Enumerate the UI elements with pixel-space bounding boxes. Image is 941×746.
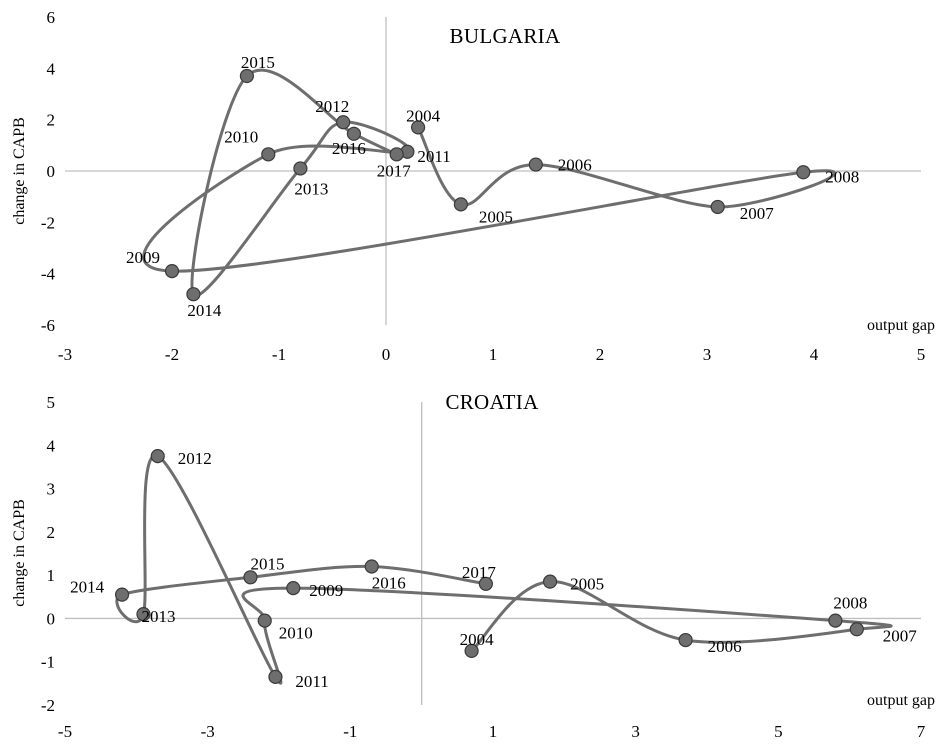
- data-point-2015: [243, 570, 258, 585]
- data-label-2007: 2007: [740, 204, 775, 223]
- y-tick-label: 1: [47, 566, 56, 585]
- y-tick-label: -6: [41, 316, 55, 335]
- chart-panel-bulgaria: 6 4 2 0 -2 -4 -6-3 -2 -1 0 1 2 3 4 5 output gap change i…: [11, 8, 935, 364]
- y-tick-label: 5: [47, 393, 56, 412]
- data-label-2016: 2016: [332, 139, 366, 158]
- y-tick-label: -2: [41, 213, 55, 232]
- chart-title: BULGARIA: [450, 24, 561, 48]
- y-tick-label: -4: [41, 265, 56, 284]
- data-point-2016: [364, 559, 379, 574]
- data-point-2007: [849, 622, 864, 637]
- data-point-2014: [114, 587, 130, 602]
- data-label-2012: 2012: [315, 97, 349, 116]
- data-point-2004: [411, 120, 426, 135]
- data-label-2010: 2010: [224, 127, 258, 146]
- x-tick-label: -2: [165, 345, 179, 364]
- data-label-2006: 2006: [558, 156, 592, 175]
- data-point-2015: [239, 68, 254, 84]
- x-tick-label: 5: [774, 722, 783, 741]
- data-label-2015: 2015: [250, 554, 284, 573]
- x-tick-label: 1: [489, 722, 498, 741]
- data-point-2009: [286, 581, 301, 596]
- data-label-2004: 2004: [406, 106, 441, 125]
- data-label-2017: 2017: [462, 563, 497, 582]
- x-tick-label: 1: [489, 345, 498, 364]
- x-tick-label: 7: [917, 722, 926, 741]
- data-label-2016: 2016: [372, 573, 406, 592]
- x-tick-label: -1: [343, 722, 357, 741]
- data-point-2012: [336, 115, 351, 130]
- data-label-2008: 2008: [825, 167, 859, 186]
- chart-title: CROATIA: [445, 390, 539, 414]
- data-point-2014: [186, 287, 201, 302]
- x-tick-label: 3: [703, 345, 712, 364]
- data-label-2015: 2015: [241, 53, 275, 72]
- y-tick-label: 6: [47, 8, 56, 27]
- data-point-2010: [261, 147, 276, 162]
- data-point-2009: [164, 264, 180, 279]
- data-point-2005: [453, 197, 468, 212]
- data-label-2011: 2011: [417, 147, 450, 166]
- x-tick-label: 0: [382, 345, 391, 364]
- data-point-2017: [389, 147, 404, 162]
- x-axis-title: output gap: [867, 317, 935, 334]
- data-label-2005: 2005: [479, 207, 513, 226]
- data-label-2004: 2004: [460, 630, 495, 649]
- data-point-2010: [257, 613, 272, 628]
- x-tick-label: -3: [201, 722, 215, 741]
- data-label-2013: 2013: [294, 179, 328, 198]
- data-label-2014: 2014: [187, 301, 222, 320]
- y-tick-label: -2: [41, 696, 55, 715]
- y-tick-label: 2: [47, 523, 56, 542]
- data-label-2009: 2009: [126, 248, 160, 267]
- data-point-2017: [478, 576, 493, 591]
- data-point-2004: [464, 643, 479, 658]
- data-label-2006: 2006: [708, 637, 742, 656]
- data-point-2016: [346, 126, 361, 141]
- data-point-2008: [828, 613, 843, 628]
- data-label-2011: 2011: [295, 672, 328, 691]
- x-axis-title: output gap: [867, 692, 935, 709]
- y-tick-label: 0: [47, 609, 56, 628]
- data-point-2011: [268, 669, 283, 684]
- x-tick-label: 5: [917, 345, 926, 364]
- y-tick-label: 2: [47, 111, 56, 130]
- y-tick-label: 3: [47, 480, 56, 499]
- chart-panel-croatia: 5 4 3 2 1 0 -1 -2-5 -3 -1 1 3 5 7 output gap change in …: [11, 390, 935, 741]
- data-label-2012: 2012: [178, 449, 212, 468]
- data-label-2005: 2005: [570, 575, 604, 594]
- data-point-2006: [528, 157, 543, 172]
- y-tick-label: -1: [41, 653, 55, 672]
- data-point-2013: [293, 161, 308, 176]
- data-point-2008: [796, 165, 811, 180]
- data-point-2012: [150, 449, 165, 464]
- data-label-2009: 2009: [309, 581, 343, 600]
- x-tick-label: -1: [272, 345, 286, 364]
- y-tick-label: 4: [47, 436, 56, 455]
- x-tick-label: -5: [58, 722, 72, 741]
- series-line: [142, 68, 837, 298]
- x-tick-label: 4: [810, 345, 819, 364]
- series-line: [115, 454, 893, 685]
- x-tick-label: 3: [631, 722, 640, 741]
- data-point-2006: [678, 632, 693, 648]
- data-label-2017: 2017: [377, 161, 412, 180]
- y-tick-label: 4: [47, 59, 56, 78]
- y-axis-title: change in CAPB: [11, 117, 28, 225]
- data-label-2008: 2008: [833, 594, 867, 613]
- data-point-2013: [136, 606, 151, 622]
- x-tick-label: -3: [58, 345, 72, 364]
- data-point-2007: [710, 199, 725, 215]
- data-label-2013: 2013: [141, 607, 175, 626]
- data-label-2010: 2010: [279, 624, 313, 643]
- data-label-2007: 2007: [883, 626, 918, 645]
- data-point-2005: [542, 574, 558, 589]
- data-label-2014: 2014: [70, 578, 105, 597]
- x-tick-label: 2: [596, 345, 605, 364]
- y-tick-label: 0: [47, 162, 56, 181]
- y-axis-title: change in CAPB: [11, 499, 28, 607]
